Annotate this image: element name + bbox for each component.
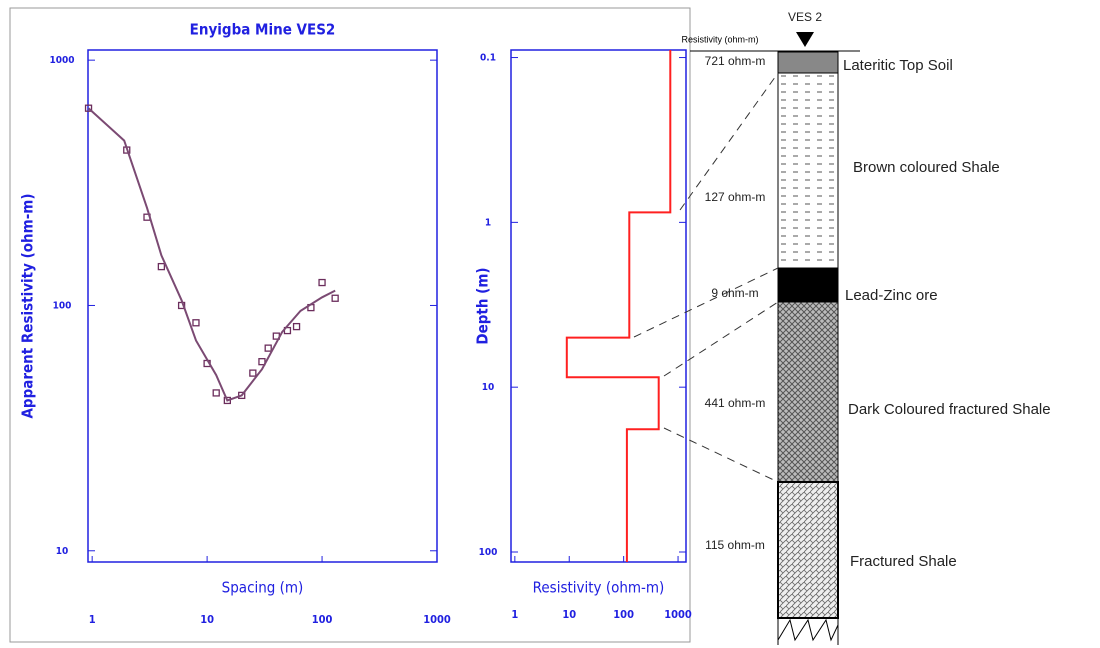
connector xyxy=(679,72,779,211)
x-tick-label: 100 xyxy=(312,613,333,626)
data-point xyxy=(157,262,166,271)
x-tick-label: 10 xyxy=(562,608,576,621)
y-tick-label: 10 xyxy=(56,546,69,557)
layer xyxy=(777,267,839,303)
basement-zigzag xyxy=(777,617,839,645)
x-tick-label: 1 xyxy=(89,613,96,626)
layer-resistivity: 721 ohm-m xyxy=(705,54,766,68)
plot-frame xyxy=(87,49,438,563)
y-tick-label: 100 xyxy=(53,300,72,311)
data-point xyxy=(249,369,257,377)
connector xyxy=(663,427,779,483)
layer-name: Lateritic Top Soil xyxy=(843,57,953,74)
data-point xyxy=(238,391,246,400)
y-tick-label: 100 xyxy=(479,547,498,558)
x-tick-label: 1 xyxy=(511,608,518,621)
layer xyxy=(777,51,839,74)
layer-resistivity: 127 ohm-m xyxy=(705,190,766,204)
layer-resistivity: 115 ohm-m xyxy=(705,538,765,552)
layer xyxy=(777,72,839,269)
layer-name: Lead-Zinc ore xyxy=(845,287,938,304)
x-axis-label: Resistivity (ohm-m) xyxy=(533,579,665,597)
layer-name: Brown coloured Shale xyxy=(853,159,1000,176)
charts: Enyigba Mine VES2 Spacing (m) Apparent Res… xyxy=(19,21,692,627)
connectors xyxy=(633,72,779,483)
plot-frame xyxy=(510,49,687,563)
column-title: VES 2 xyxy=(788,10,822,24)
data-point xyxy=(318,278,326,287)
layer xyxy=(777,301,839,483)
x-tick-label: 1000 xyxy=(423,613,451,626)
y-tick-label: 1000 xyxy=(49,55,74,66)
data-point xyxy=(84,104,93,112)
x-tick-label: 10 xyxy=(200,613,214,626)
y-axis-label: Apparent Resistivity (ohm-m) xyxy=(19,193,37,418)
column-header: Resistivity (ohm-m) xyxy=(681,34,758,44)
x-axis-label: Spacing (m) xyxy=(222,579,304,597)
data-point xyxy=(292,322,301,331)
frame xyxy=(9,7,691,643)
y-tick-label: 10 xyxy=(482,382,495,393)
data-line xyxy=(565,50,672,562)
data-point xyxy=(264,344,272,352)
data-point xyxy=(212,389,220,397)
y-tick-label: 1 xyxy=(485,217,491,228)
y-tick-label: 0.1 xyxy=(480,53,496,64)
data-point xyxy=(331,294,339,302)
y-axis-label: Depth (m) xyxy=(474,267,492,344)
data-point xyxy=(192,319,200,327)
chart-title: Enyigba Mine VES2 xyxy=(190,21,336,39)
layer-name: Fractured Shale xyxy=(850,553,957,570)
x-tick-label: 100 xyxy=(613,608,634,621)
layer xyxy=(777,481,839,619)
x-tick-label: 1000 xyxy=(664,608,692,621)
data-line xyxy=(87,107,336,402)
layer-resistivity: 9 ohm-m xyxy=(711,286,758,300)
connector xyxy=(663,301,779,377)
layer-resistivity: 441 ohm-m xyxy=(705,396,766,410)
marker-triangle xyxy=(796,32,814,47)
lithology-column: VES 2 Resistivity (ohm-m) 721 ohm-m 127 … xyxy=(633,10,1051,645)
layer-name: Dark Coloured fractured Shale xyxy=(848,401,1051,418)
connector xyxy=(633,267,779,338)
